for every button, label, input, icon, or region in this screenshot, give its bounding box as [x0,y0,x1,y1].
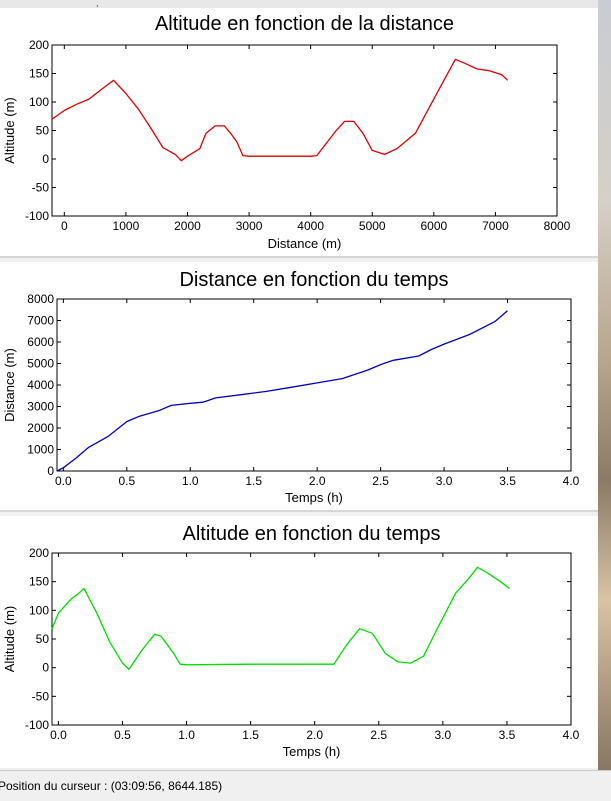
series-line [51,566,510,671]
y-tick-label: -50 [32,689,50,703]
x-tick-label: 2.0 [309,474,326,488]
x-tick-label: 0.5 [114,728,131,742]
x-tick-label: 0.0 [50,728,67,742]
y-tick-label: -50 [32,181,50,195]
chart-altitude-vs-time[interactable]: Altitude en fonction du temps 0.0 0.5 1.0 1.… [0,516,598,768]
series-line [51,58,509,162]
x-tick-label: 1.5 [242,728,259,742]
y-tick-label: 50 [36,124,50,138]
y-tick-label: -100 [25,718,49,732]
y-tick-label: 150 [29,67,49,81]
y-tick-label: 0 [42,152,49,166]
chart-distance-vs-time[interactable]: Distance en fonction du temps 0.0 0.5 1.0 1.… [0,262,598,510]
x-tick-label: 1.0 [182,474,199,488]
x-tick-label: 6000 [420,219,447,233]
x-tick-label: 1.0 [178,728,195,742]
y-tick-label: 2000 [27,421,54,435]
x-tick-label: 0.5 [118,474,135,488]
y-axis-label: Altitude (m) [2,606,17,672]
x-tick-label: 5000 [359,219,386,233]
window-top-strip: , [0,0,611,8]
y-tick-label: 3000 [27,400,54,414]
panel-divider [0,256,598,258]
panel-divider [0,510,598,512]
plot-frame [56,298,572,472]
y-tick-label: 4000 [27,378,54,392]
plot-frame [51,552,572,726]
chart-panel-distance-time: Distance en fonction du temps 0.0 0.5 1.0 1.… [0,262,598,510]
x-tick-label: 0.0 [55,474,72,488]
y-tick-label: 100 [29,95,49,109]
x-tick-label: 2.5 [370,728,387,742]
y-tick-label: 50 [36,632,50,646]
y-tick-label: 5000 [27,357,54,371]
y-axis-label: Distance (m) [2,348,17,422]
x-tick-label: 8000 [544,219,571,233]
y-tick-label: 200 [29,38,49,52]
x-tick-label: 3.5 [499,474,516,488]
chart-panel-altitude-time: Altitude en fonction du temps 0.0 0.5 1.0 1.… [0,516,598,768]
x-tick-label: 3000 [236,219,263,233]
series-line [56,310,508,472]
x-tick-label: 4.0 [563,474,580,488]
y-tick-label: 0 [42,661,49,675]
y-tick-label: 200 [29,546,49,560]
x-tick-label: 4.0 [563,728,580,742]
chart-title: Altitude en fonction du temps [183,523,441,545]
y-tick-label: 1000 [27,443,54,457]
plot-frame [51,44,558,217]
cursor-position-text: Position du curseur : (03:09:56, 8644.18… [0,779,223,793]
y-tick-label: 150 [29,575,49,589]
x-tick-label: 4000 [297,219,324,233]
x-tick-label: 7000 [482,219,509,233]
x-tick-label: 1000 [113,219,140,233]
x-axis-label: Distance (m) [268,236,342,251]
x-tick-label: 2.0 [306,728,323,742]
x-tick-label: 1.5 [245,474,262,488]
y-tick-label: 100 [29,603,49,617]
y-tick-label: 7000 [27,314,54,328]
x-tick-label: 3.0 [435,728,452,742]
y-tick-label: 8000 [27,292,54,306]
chart-title: Altitude en fonction de la distance [155,13,454,35]
status-bar: Position du curseur : (03:09:56, 8644.18… [0,770,611,801]
chart-panel-altitude-distance: Altitude en fonction de la distance 0 1000… [0,8,598,256]
y-tick-label: 6000 [27,335,54,349]
top-mark: , [96,0,99,8]
chart-title: Distance en fonction du temps [179,269,448,291]
x-tick-label: 2.5 [372,474,389,488]
y-tick-label: -100 [25,209,49,223]
y-axis-label: Altitude (m) [2,97,17,163]
x-tick-label: 0 [61,219,68,233]
x-tick-label: 3.5 [499,728,516,742]
background-desktop-strip [598,0,611,800]
y-tick-label: 0 [47,464,54,478]
x-tick-label: 2000 [174,219,201,233]
x-axis-label: Temps (h) [283,744,341,759]
x-axis-label: Temps (h) [285,490,343,505]
x-tick-label: 3.0 [436,474,453,488]
